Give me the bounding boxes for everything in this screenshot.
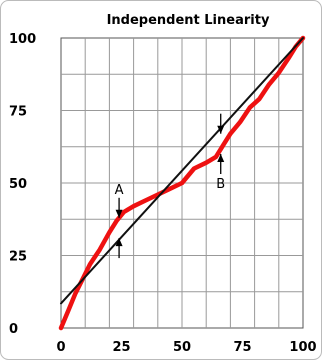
best-fit-line [60,37,304,305]
annotation-arrowhead-down [217,125,225,134]
annotation-arrowhead-down [115,209,123,218]
x-tick-label: 0 [56,340,65,355]
y-tick-label: 75 [9,105,27,120]
y-tick-label: 25 [9,250,27,265]
tick-labels: 0 25 50 75 100 0 25 50 75 100 [9,32,317,355]
chart-title: Independent Linearity [107,13,270,28]
annotation-arrowhead-up [217,154,225,162]
grid-lines [61,38,303,328]
y-tick-label: 50 [9,177,27,192]
x-tick-label: 100 [289,340,316,355]
y-tick-label: 100 [9,32,36,47]
x-tick-label: 50 [173,340,191,355]
measured-curve [58,35,306,331]
y-tick-label: 0 [9,322,18,337]
annotation-arrowhead-up [115,238,123,247]
data-lines [58,35,306,331]
annotation-label: A [115,183,124,198]
annotation-label: B [216,177,225,192]
x-tick-label: 25 [112,340,130,355]
x-tick-label: 75 [233,340,251,355]
